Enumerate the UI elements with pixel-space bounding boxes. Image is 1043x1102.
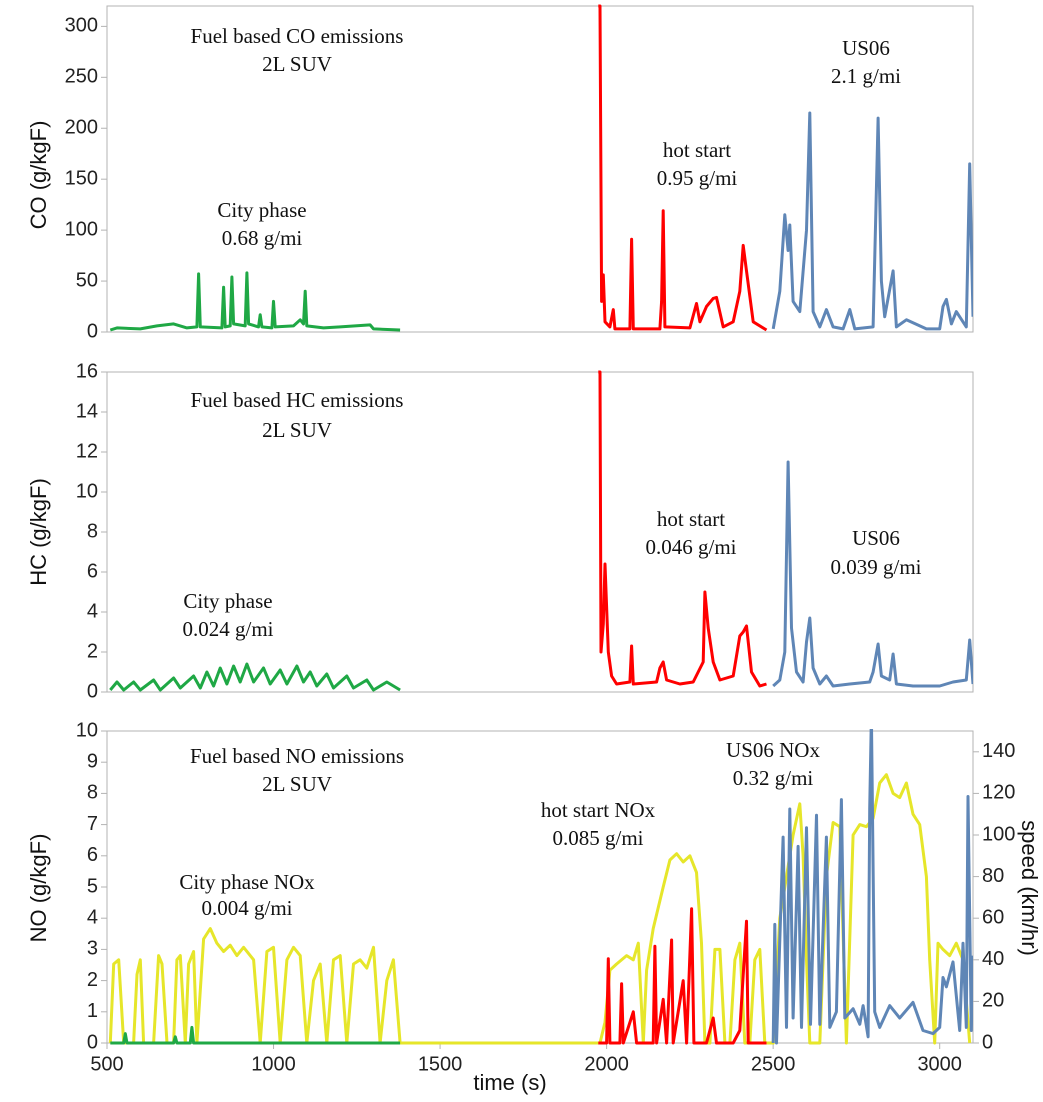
y-tick-label: 250 xyxy=(65,66,98,88)
plot-frame xyxy=(106,5,974,333)
y-tick-label: 14 xyxy=(76,400,98,422)
y-tick-label: 8 xyxy=(87,782,98,804)
data-line xyxy=(110,1025,401,1045)
y-tick-label: 2 xyxy=(87,640,98,662)
x-tick-label: 3000 xyxy=(917,1053,962,1075)
annotation: 0.024 g/mi xyxy=(182,617,273,641)
y2-tick-label: 80 xyxy=(982,865,1004,887)
annotation: City phase xyxy=(183,589,272,613)
y-tick-label: 4 xyxy=(87,600,98,622)
x-tick-label: 1500 xyxy=(418,1053,463,1075)
annotation: US06 xyxy=(842,36,890,60)
data-line xyxy=(771,729,973,1045)
series-group xyxy=(109,370,973,692)
x-axis-title: time (s) xyxy=(473,1070,546,1095)
y2-tick-label: 60 xyxy=(982,906,1004,928)
y-axis-title: CO (g/kgF) xyxy=(26,121,51,230)
y-tick-label: 100 xyxy=(65,218,98,240)
annotation: 0.085 g/mi xyxy=(552,826,643,850)
annotation: 0.32 g/mi xyxy=(733,766,814,790)
data-line xyxy=(109,271,401,332)
x-tick-label: 2500 xyxy=(751,1053,796,1075)
y-tick-label: 16 xyxy=(76,360,98,382)
data-line xyxy=(598,907,767,1045)
annotation: 0.046 g/mi xyxy=(645,535,736,559)
y-tick-label: 10 xyxy=(76,480,98,502)
x-tick-label: 1000 xyxy=(251,1053,296,1075)
data-line xyxy=(772,460,973,688)
plot-frame xyxy=(106,371,974,693)
annotation: US06 xyxy=(852,526,900,550)
annotation: hot start NOx xyxy=(541,798,656,822)
y-tick-label: 0 xyxy=(87,1031,98,1053)
series-group xyxy=(109,4,973,332)
y-tick-label: 6 xyxy=(87,560,98,582)
annotation: City phase NOx xyxy=(179,870,315,894)
y-tick-label: 4 xyxy=(87,906,98,928)
y2-tick-label: 140 xyxy=(982,740,1015,762)
y-tick-label: 3 xyxy=(87,938,98,960)
y-tick-label: 1 xyxy=(87,1000,98,1022)
y2-tick-label: 0 xyxy=(982,1031,993,1053)
y2-axis-title: speed (km/hr) xyxy=(1017,820,1042,956)
y-tick-label: 12 xyxy=(76,440,98,462)
annotation: 2.1 g/mi xyxy=(831,64,901,88)
y-tick-label: 50 xyxy=(76,269,98,291)
annotation: City phase xyxy=(217,198,306,222)
y-tick-label: 200 xyxy=(65,117,98,139)
y2-tick-label: 100 xyxy=(982,823,1015,845)
y-tick-label: 0 xyxy=(87,320,98,342)
y-tick-label: 7 xyxy=(87,813,98,835)
annotation: 0.68 g/mi xyxy=(222,226,303,250)
data-line xyxy=(108,773,972,1045)
data-line xyxy=(109,662,401,692)
annotation: 2L SUV xyxy=(262,772,332,796)
data-line xyxy=(598,4,768,332)
annotation: 2L SUV xyxy=(262,52,332,76)
hc-panel: 0 2 4 6 8 10 12 14 16 xyxy=(76,360,974,702)
y-axis-title: NO (g/kgF) xyxy=(26,834,51,943)
y-tick-label: 9 xyxy=(87,750,98,772)
panel-title: Fuel based NO emissions xyxy=(190,744,404,768)
annotation: 0.95 g/mi xyxy=(657,166,738,190)
y-tick-label: 8 xyxy=(87,520,98,542)
x-tick-label: 500 xyxy=(90,1053,123,1075)
y-tick-label: 300 xyxy=(65,15,98,37)
y-tick-label: 5 xyxy=(87,875,98,897)
data-line xyxy=(598,370,767,688)
annotation: hot start xyxy=(657,507,725,531)
y-tick-label: 6 xyxy=(87,844,98,866)
panel-title: Fuel based HC emissions xyxy=(191,388,404,412)
y-tick-label: 150 xyxy=(65,167,98,189)
data-line xyxy=(771,111,973,331)
annotation: US06 NOx xyxy=(726,738,820,762)
y2-tick-label: 120 xyxy=(982,782,1015,804)
y-tick-label: 2 xyxy=(87,969,98,991)
y-tick-label: 0 xyxy=(87,680,98,702)
annotation: 0.039 g/mi xyxy=(830,555,921,579)
annotations: Fuel based CO emissions 2L SUV City phas… xyxy=(179,24,921,920)
x-tick-label: 2000 xyxy=(584,1053,629,1075)
y2-tick-label: 20 xyxy=(982,990,1004,1012)
annotation: 2L SUV xyxy=(262,418,332,442)
y2-tick-label: 40 xyxy=(982,948,1004,970)
annotation: hot start xyxy=(663,138,731,162)
y-axis-title: HC (g/kgF) xyxy=(26,478,51,586)
annotation: 0.004 g/mi xyxy=(201,896,292,920)
co-panel: 0 50 100 150 200 250 300 xyxy=(65,4,974,342)
panel-title: Fuel based CO emissions xyxy=(191,24,404,48)
y-tick-label: 10 xyxy=(76,719,98,741)
series-group xyxy=(108,729,973,1045)
